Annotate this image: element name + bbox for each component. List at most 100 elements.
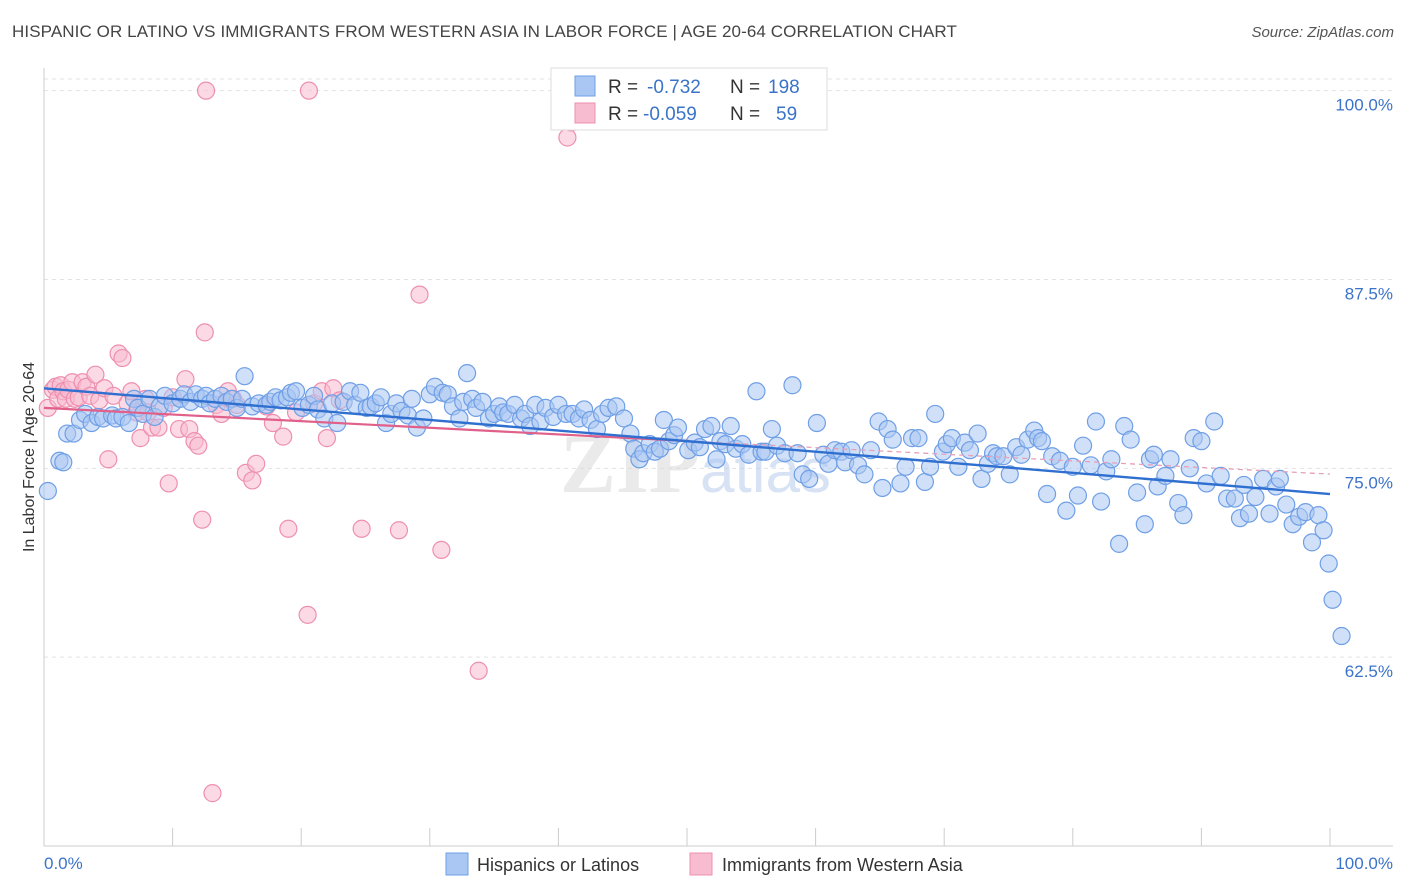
x-ticks [172, 828, 1331, 846]
hispanics-point [351, 383, 370, 402]
hispanics-point [926, 404, 945, 424]
hispanics-point [707, 450, 726, 469]
hispanics-point [909, 429, 928, 448]
hispanics-point [762, 419, 781, 439]
hispanics-point [1174, 506, 1193, 525]
legend-series: Hispanics or Latinos Immigrants from Wes… [445, 852, 964, 876]
legend-bottom-label-hispanics: Hispanics or Latinos [477, 855, 639, 875]
hispanics-point [1081, 456, 1100, 475]
trend-lines [43, 387, 1331, 496]
hispanics-point [1270, 469, 1289, 489]
hispanics-point [1332, 626, 1351, 646]
series-immigrants-points [38, 81, 581, 803]
hispanics-point [1314, 521, 1333, 540]
hispanics-point [1192, 432, 1211, 451]
legend-n-value-0: 198 [768, 77, 800, 98]
immigrants-point [410, 285, 429, 304]
hispanics-point [960, 441, 980, 460]
immigrants-point [113, 348, 132, 368]
hispanics-point [286, 382, 306, 401]
hispanics-point [721, 416, 740, 436]
legend-r-label-1: R = [608, 104, 638, 125]
hispanics-point [1073, 436, 1093, 455]
immigrants-point [86, 365, 105, 384]
y-tick-labels: 62.5% 75.0% 87.5% 100.0% [1335, 96, 1393, 682]
hispanics-point [1037, 484, 1057, 504]
legend-r-label-0: R = [608, 77, 638, 98]
immigrants-point [243, 471, 262, 490]
legend-n-value-1: 59 [776, 104, 797, 125]
hispanics-point [1135, 515, 1154, 534]
immigrants-point [432, 540, 451, 560]
y-tick-label: 100.0% [1335, 96, 1393, 115]
y-tick-label: 75.0% [1345, 473, 1393, 492]
series-hispanics-points [38, 364, 1351, 646]
hispanics-point [783, 376, 802, 395]
immigrants-point [131, 429, 150, 448]
hispanics-point [614, 409, 634, 428]
legend-r-value-0: -0.732 [647, 77, 701, 98]
hispanics-point [654, 410, 673, 430]
hispanics-point [371, 388, 391, 407]
hispanics-point [1121, 430, 1140, 449]
hispanics-point [235, 367, 254, 386]
y-tick-label: 87.5% [1345, 284, 1393, 303]
immigrants-point [196, 81, 216, 100]
hispanics-point [457, 364, 477, 383]
hispanics-point [949, 457, 968, 476]
hispanics-trend-line [43, 387, 1331, 496]
hispanics-point [402, 389, 421, 408]
hispanics-point [1012, 445, 1031, 464]
immigrants-point [247, 454, 266, 473]
immigrants-point [279, 519, 298, 538]
hispanics-point [747, 382, 766, 401]
hispanics-point [1323, 590, 1342, 609]
immigrants-point [203, 784, 222, 803]
hispanics-point [1057, 501, 1076, 520]
hispanics-point [1068, 486, 1088, 505]
hispanics-point [621, 424, 640, 443]
immigrants-point [159, 474, 178, 493]
legend-bottom-swatch-hispanics [445, 852, 469, 876]
immigrants-point [352, 519, 371, 538]
hispanics-point [1063, 457, 1082, 476]
hispanics-point [800, 469, 819, 489]
immigrants-point [274, 427, 293, 446]
legend-swatch-hispanics [574, 75, 596, 97]
hispanics-point [1319, 554, 1338, 573]
hispanics-point [38, 481, 57, 501]
legend-bottom-label-immigrants: Immigrants from Western Asia [722, 855, 964, 875]
hispanics-point [668, 418, 688, 437]
hispanics-point [450, 409, 469, 428]
legend-r-value-1: -0.059 [643, 104, 697, 125]
hispanics-point [1260, 504, 1279, 523]
hispanics-point [1246, 487, 1265, 507]
hispanics-point [1302, 533, 1322, 552]
immigrants-point [469, 661, 488, 680]
hispanics-point [473, 392, 492, 411]
x-tick-label-max: 100.0% [1335, 854, 1393, 873]
hispanics-point [1225, 489, 1244, 508]
immigrants-point [176, 370, 195, 389]
hispanics-point [873, 478, 892, 498]
immigrants-trend-extension [689, 440, 1331, 475]
hispanics-point [807, 413, 826, 433]
chart-title: HISPANIC OR LATINO VS IMMIGRANTS FROM WE… [12, 22, 957, 41]
hispanics-point [1239, 504, 1259, 523]
hispanics-point [1102, 450, 1121, 469]
hispanics-point [1309, 506, 1328, 525]
x-tick-label-min: 0.0% [44, 854, 83, 873]
hispanics-point [972, 469, 991, 489]
source-label: Source: ZipAtlas.com [1251, 24, 1394, 41]
immigrants-point [299, 81, 319, 100]
immigrants-point [317, 429, 337, 448]
hispanics-point [915, 472, 935, 492]
immigrants-point [189, 436, 208, 455]
hispanics-point [1086, 412, 1106, 431]
legend-n-label-1: N = [730, 104, 760, 125]
hispanics-point [891, 474, 910, 493]
immigrants-trend-line [43, 406, 690, 443]
hispanics-point [883, 430, 902, 449]
hispanics-point [1127, 483, 1147, 502]
